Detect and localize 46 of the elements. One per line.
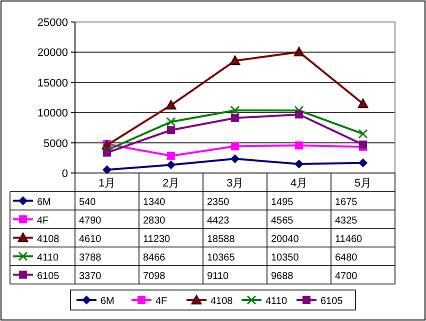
data-label: 8466 — [143, 252, 166, 264]
text: 4110 — [266, 296, 288, 307]
data-label: 9110 — [207, 270, 229, 282]
data-label: 20040 — [271, 234, 300, 245]
data-label: 540 — [79, 196, 96, 208]
data-label: 4700 — [335, 270, 358, 282]
y-tick-label: 25000 — [37, 17, 68, 29]
legend-label: 4F — [37, 215, 49, 226]
data-label: 11230 — [143, 234, 171, 245]
legend-label: 4110 — [37, 252, 59, 264]
data-label: 11460 — [335, 234, 363, 245]
legend-label: 6M — [37, 196, 51, 208]
y-tick-label: 5000 — [44, 138, 68, 150]
data-label: 10350 — [271, 252, 300, 264]
data-label: 4790 — [79, 215, 102, 226]
data-label: 2830 — [143, 215, 166, 226]
text: 6105 — [320, 296, 343, 307]
x-tick-label: 2月 — [162, 177, 180, 190]
x-tick-label: 5月 — [354, 177, 372, 190]
data-label: 18588 — [207, 234, 236, 245]
legend-label: 6105 — [37, 270, 60, 282]
data-label: 7098 — [143, 270, 166, 282]
y-tick-label: 15000 — [37, 77, 68, 90]
data-label: 3788 — [79, 252, 102, 264]
data-label: 9688 — [271, 270, 294, 282]
data-label: 1675 — [335, 196, 358, 208]
x-tick-label: 1月 — [98, 177, 116, 190]
y-tick-label: 10000 — [37, 108, 68, 120]
data-label: 4565 — [271, 215, 294, 226]
data-label: 10365 — [207, 252, 236, 264]
text: 6M — [100, 296, 114, 307]
data-label: 3370 — [79, 270, 102, 282]
data-label: 1495 — [271, 196, 294, 208]
legend-label: 4108 — [37, 234, 60, 245]
data-label: 4610 — [79, 234, 102, 245]
x-tick-label: 4月 — [290, 177, 308, 190]
data-label: 4423 — [207, 215, 230, 226]
data-label: 4325 — [335, 215, 358, 226]
x-tick-label: 3月 — [226, 177, 244, 190]
y-tick-label: 0 — [62, 168, 68, 180]
data-label: 2350 — [207, 196, 230, 208]
text: 4F — [156, 296, 168, 307]
y-tick-label: 20000 — [37, 47, 68, 60]
text: 4108 — [210, 296, 233, 307]
data-label: 1340 — [143, 196, 166, 208]
data-label: 6480 — [335, 252, 358, 264]
